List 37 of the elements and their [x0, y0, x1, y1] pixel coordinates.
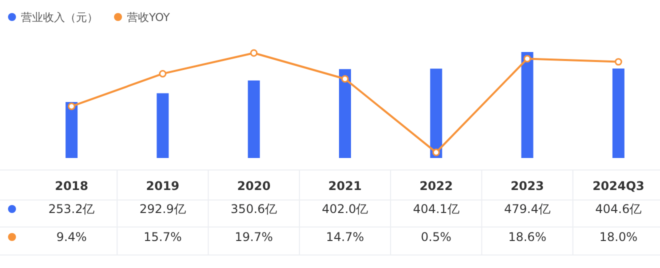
- point: [250, 49, 258, 57]
- legend-label: 营业收入（元）: [21, 11, 98, 24]
- data-label: 9.4%: [56, 230, 87, 244]
- x-tick-label: 2018: [54, 179, 88, 193]
- data-label: 402.0亿: [322, 202, 368, 216]
- data-label: 0.5%: [420, 230, 452, 244]
- x-tick-label: 2019: [146, 179, 180, 193]
- point: [341, 75, 349, 83]
- data-label: 19.7%: [234, 230, 273, 244]
- point: [524, 54, 532, 62]
- bar: [521, 52, 534, 158]
- bar: [66, 102, 78, 158]
- data-label: 253.2亿: [48, 202, 95, 216]
- x-tick-label: 2020: [237, 179, 271, 193]
- data-label: 14.7%: [326, 230, 364, 244]
- x-tick-label: 2021: [328, 179, 362, 193]
- bar: [339, 69, 351, 158]
- bar: [156, 93, 169, 158]
- point: [432, 148, 440, 156]
- legend-label: 营收YOY: [127, 11, 170, 24]
- data-label: 15.7%: [144, 230, 182, 244]
- bar: [612, 68, 624, 158]
- bar: [430, 68, 442, 158]
- x-tick-label: 2024Q3: [592, 179, 644, 193]
- data-label: 404.6亿: [595, 202, 642, 216]
- data-label: 18.0%: [599, 230, 638, 244]
- point: [614, 58, 622, 66]
- bar: [248, 80, 260, 158]
- data-label: 350.6亿: [230, 202, 278, 216]
- point: [158, 70, 166, 78]
- data-label: 404.1亿: [412, 202, 460, 216]
- x-tick-label: 2022: [419, 179, 453, 193]
- point: [68, 102, 76, 110]
- data-label: 18.6%: [508, 230, 546, 244]
- x-tick-label: 2023: [510, 179, 544, 193]
- data-label: 479.4亿: [504, 202, 550, 216]
- data-label: 292.9亿: [140, 202, 186, 216]
